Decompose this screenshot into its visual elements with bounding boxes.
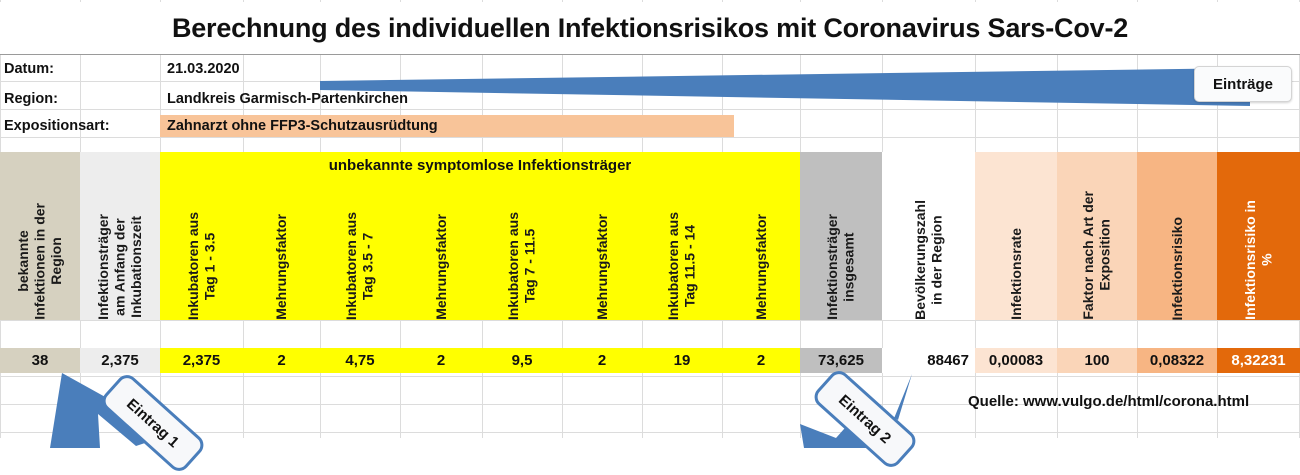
table-data-value: 73,625	[818, 352, 864, 369]
table-data-value: 9,5	[511, 352, 533, 369]
table-column-header: Inkubatoren aus Tag 7 - 11.5	[482, 152, 562, 320]
table-column-header-label: Inkubatoren aus Tag 7 - 11.5	[505, 211, 538, 320]
info-value-datum: 21.03.2020	[167, 60, 240, 77]
table-data-cell[interactable]: 8,32231	[1217, 348, 1300, 373]
table-data-cell[interactable]: 2	[562, 348, 642, 373]
table-column-header: Infektionsträger insgesamt	[800, 152, 882, 320]
grid-hline	[0, 109, 1300, 110]
table-data-value: 2	[756, 352, 766, 369]
table-column-header: Mehrungsfaktor	[722, 152, 800, 320]
table-data-value: 2	[597, 352, 607, 369]
grid-hline	[0, 432, 1300, 433]
table-data-cell[interactable]: 2,375	[160, 348, 243, 373]
source-note: Quelle: www.vulgo.de/html/corona.html	[968, 393, 1250, 410]
table-data-cell[interactable]: 0,00083	[975, 348, 1057, 373]
grid-hline	[0, 137, 1300, 138]
table-column-header-label: Faktor nach Art der Exposition	[1080, 191, 1113, 320]
callout-eintrag-1[interactable]: Eintrag 1	[40, 368, 240, 475]
table-column-header-label: Inkubatoren aus Tag 3.5 - 7	[343, 211, 376, 320]
table-column-header-label: Infektionsträger am Anfang der Inkubatio…	[95, 214, 145, 320]
table-column-header: bekannte Infektionen in der Region	[0, 152, 80, 320]
table-column-header-label: Mehrungsfaktor	[593, 214, 610, 320]
table-data-value: 0,00083	[988, 352, 1044, 369]
table-data-value: 100	[1084, 352, 1110, 369]
table-data-value: 4,75	[345, 352, 375, 369]
table-column-header-label: Infektionsträger insgesamt	[824, 214, 857, 320]
calculation-table: bekannte Infektionen in der Region Infekt…	[0, 152, 1300, 373]
table-column-header-label: Bevölkerungszahl in der Region	[911, 200, 945, 320]
table-column-header: Infektionsrate	[975, 152, 1057, 320]
grid-hline	[0, 376, 1300, 377]
callout-eintrag-2[interactable]: Eintrag 2	[790, 366, 990, 472]
table-data-cell[interactable]: 2	[400, 348, 482, 373]
table-data-cell[interactable]: 0,08322	[1137, 348, 1217, 373]
table-data-cell[interactable]: 4,75	[320, 348, 400, 373]
grid-hline	[0, 320, 1300, 321]
table-column-header-label: Mehrungsfaktor	[432, 214, 449, 320]
info-value-expositionsart: Zahnarzt ohne FFP3-Schutzausrüdtung	[167, 117, 438, 134]
page-title-bar: Berechnung des individuellen Infektionsr…	[0, 2, 1300, 55]
table-data-cell[interactable]: 2	[722, 348, 800, 373]
table-column-header: Infektionsträger am Anfang der Inkubatio…	[80, 152, 160, 320]
table-column-header-label: Infektionsrisiko	[1168, 216, 1185, 320]
expositionsart-highlight	[160, 115, 734, 137]
table-column-header: Mehrungsfaktor	[243, 152, 320, 320]
table-data-cell[interactable]: 19	[642, 348, 722, 373]
table-column-header: Faktor nach Art der Exposition	[1057, 152, 1137, 320]
table-data-cell[interactable]: 88467	[882, 348, 975, 373]
info-label-datum: Datum:	[4, 60, 54, 77]
table-column-header-label: Inkubatoren aus Tag 11.5 - 14	[665, 211, 698, 320]
table-data-value: 2,375	[182, 352, 221, 369]
group-header-band: unbekannte symptomlose Infektionsträger	[160, 152, 800, 178]
table-data-value: 0,08322	[1149, 352, 1205, 369]
table-data-cell[interactable]: 73,625	[800, 348, 882, 373]
table-data-cell[interactable]: 2,375	[80, 348, 160, 373]
group-header-label: unbekannte symptomlose Infektionsträger	[328, 156, 632, 174]
table-column-header-label: bekannte Infektionen in der Region	[15, 203, 65, 320]
table-data-value: 2	[436, 352, 446, 369]
info-label-expositionsart: Expositionsart:	[4, 117, 110, 134]
table-data-cell[interactable]: 38	[0, 348, 80, 373]
table-data-cell[interactable]: 2	[243, 348, 320, 373]
eintraege-button[interactable]: Einträge	[1194, 66, 1292, 102]
info-value-region: Landkreis Garmisch-Partenkirchen	[167, 90, 408, 107]
table-column-header-label: Inkubatoren aus Tag 1 - 3.5	[184, 211, 218, 320]
table-column-header: Mehrungsfaktor	[562, 152, 642, 320]
table-column-header-label: Mehrungsfaktor	[273, 214, 290, 320]
table-data-value: 88467	[927, 352, 969, 369]
table-column-header: Infektionsrisiko	[1137, 152, 1217, 320]
table-data-value: 38	[31, 352, 49, 369]
grid-hline	[0, 404, 1300, 405]
table-column-header: Infektionsrisiko in %	[1217, 152, 1300, 320]
table-data-cell[interactable]: 100	[1057, 348, 1137, 373]
table-data-value: 2	[277, 352, 286, 369]
table-data-value: 8,32231	[1231, 352, 1286, 369]
eintraege-button-label: Einträge	[1212, 75, 1273, 93]
info-label-region: Region:	[4, 90, 58, 107]
table-column-header: Mehrungsfaktor	[400, 152, 482, 320]
table-data-value: 19	[673, 352, 691, 369]
table-data-cell[interactable]: 9,5	[482, 348, 562, 373]
blue-banner-wedge	[320, 68, 1250, 106]
table-data-value: 2,375	[101, 352, 139, 369]
table-column-header-label: Infektionsrate	[1007, 228, 1024, 320]
table-column-header-label: Infektionsrisiko in %	[1241, 200, 1275, 320]
table-column-header: Inkubatoren aus Tag 3.5 - 7	[320, 152, 400, 320]
table-column-header: Bevölkerungszahl in der Region	[882, 152, 975, 320]
table-column-header: Inkubatoren aus Tag 1 - 3.5	[160, 152, 243, 320]
page-title: Berechnung des individuellen Infektionsr…	[171, 12, 1129, 43]
table-column-header: Inkubatoren aus Tag 11.5 - 14	[642, 152, 722, 320]
table-column-header-label: Mehrungsfaktor	[752, 214, 769, 320]
